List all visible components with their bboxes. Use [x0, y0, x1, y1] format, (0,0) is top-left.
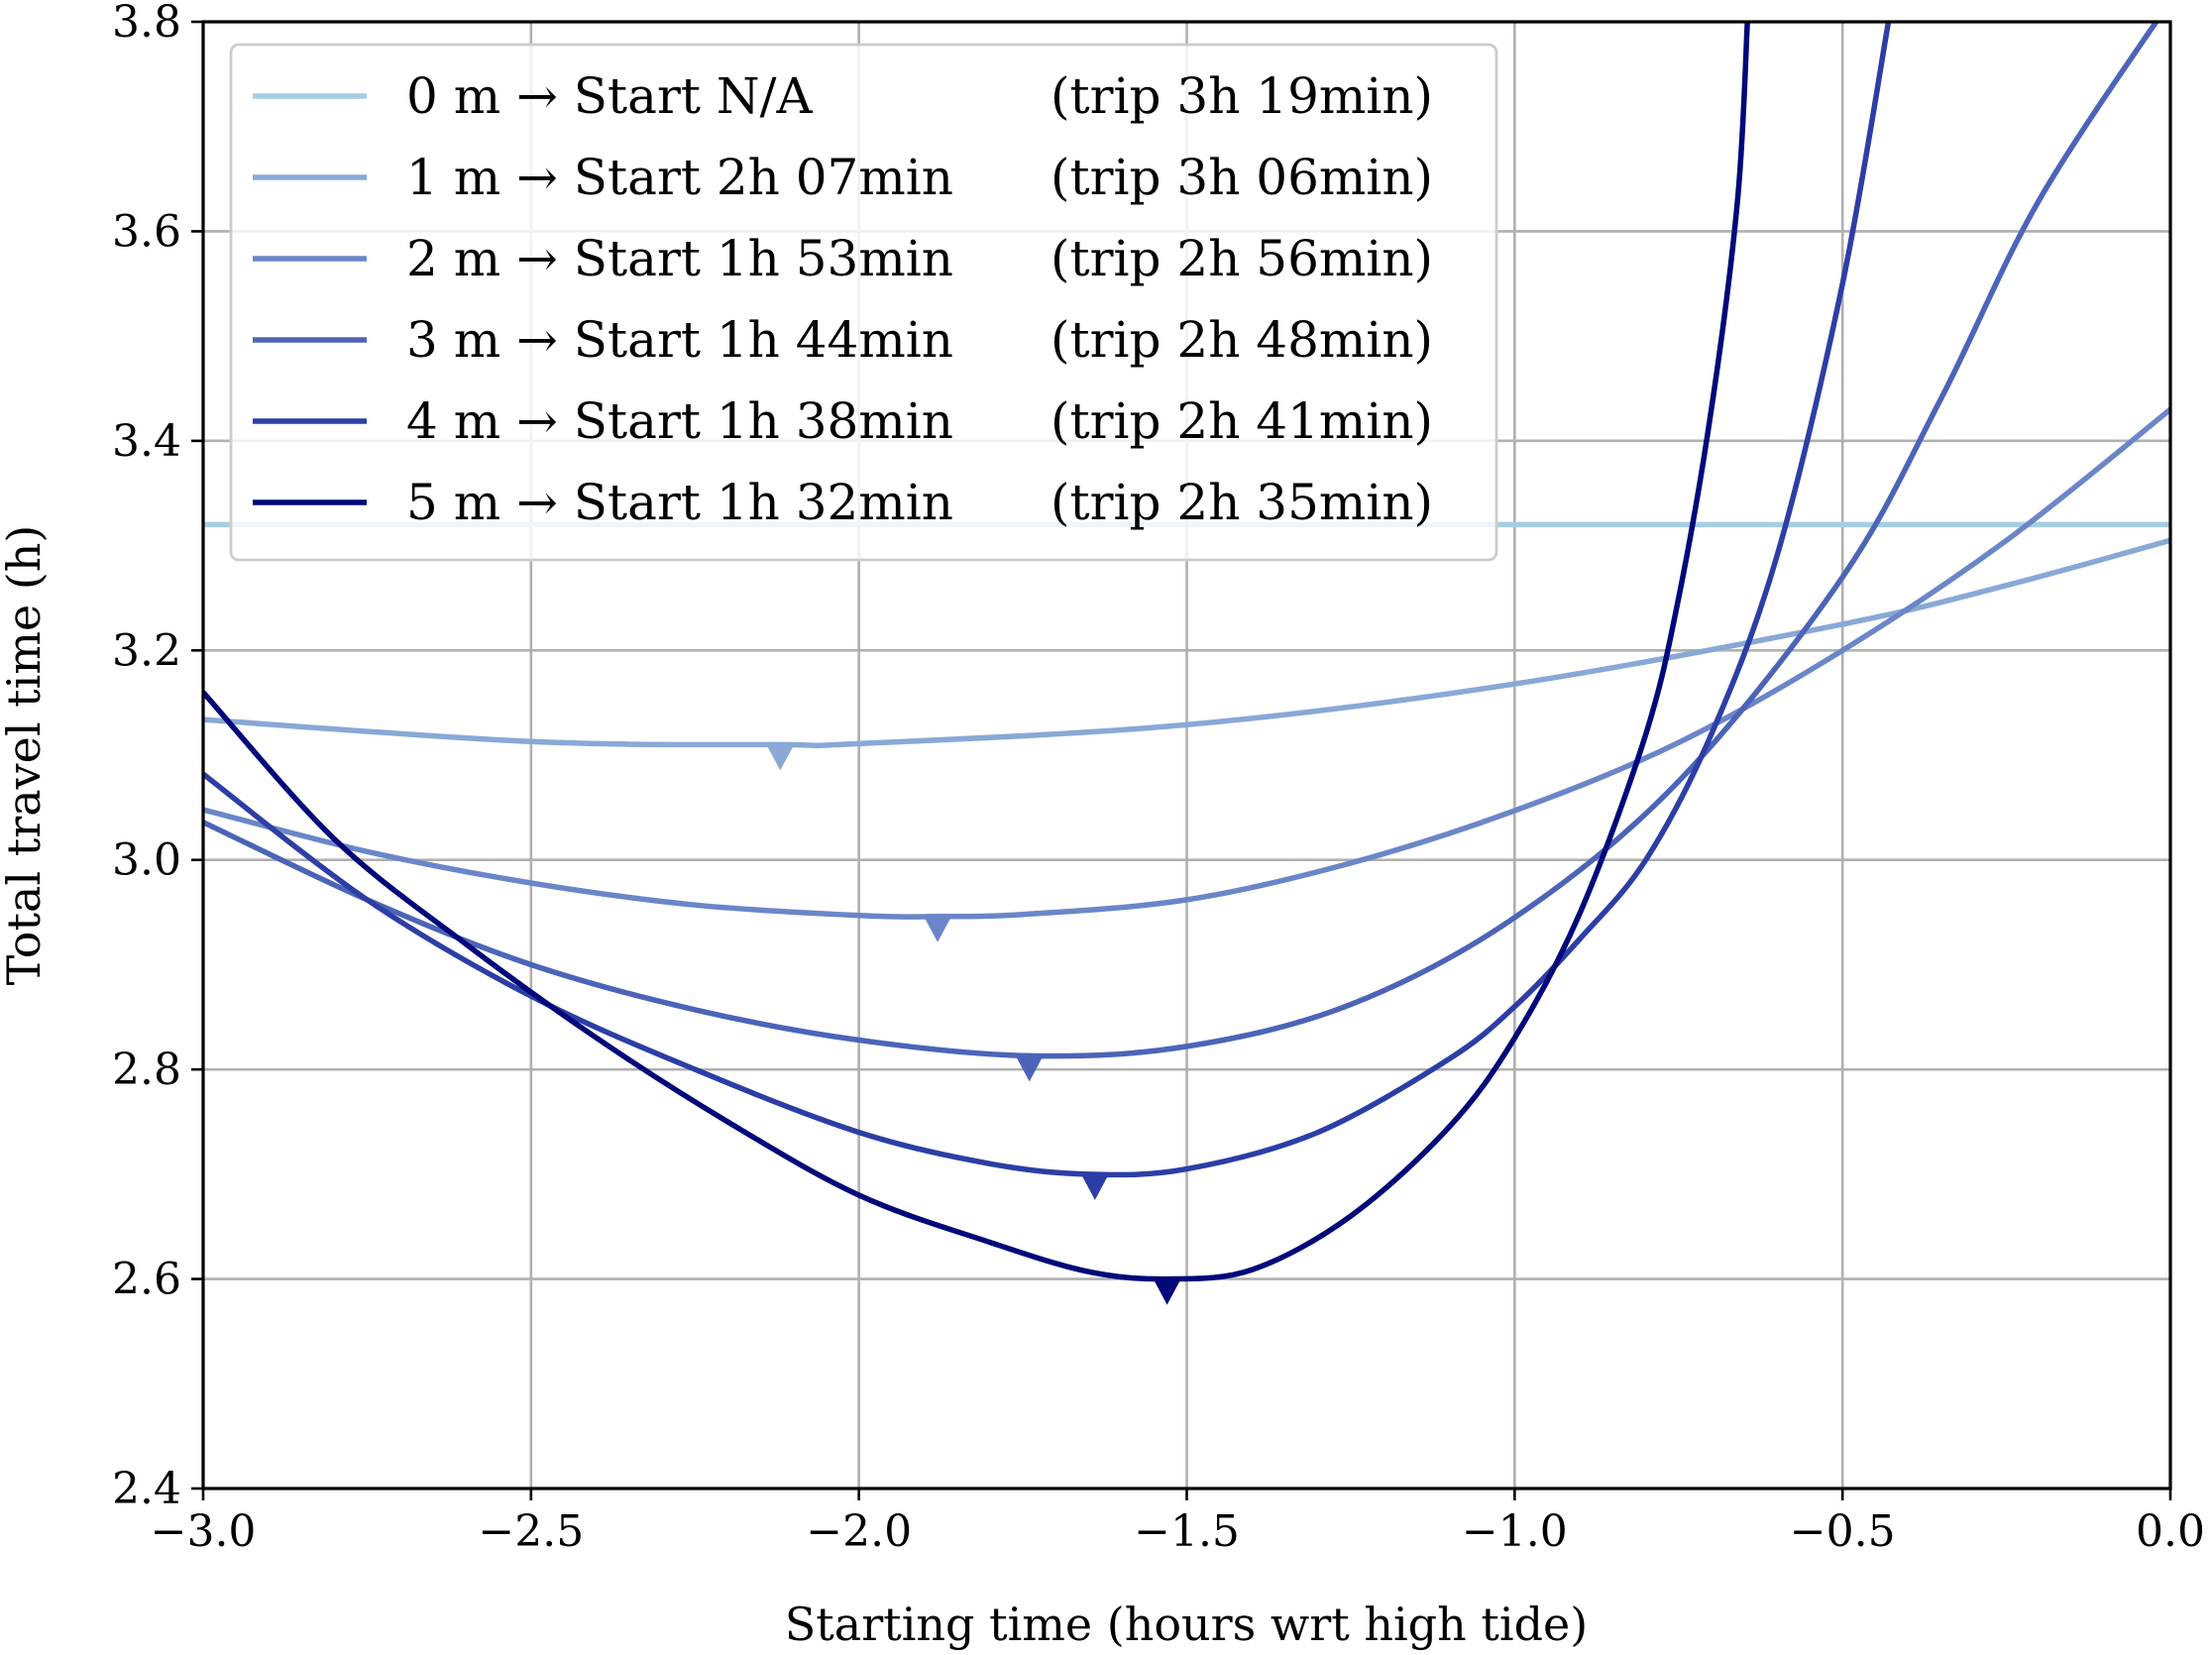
legend-entry-trip: (trip 2h 48min) — [1051, 311, 1433, 369]
legend-entry-trip: (trip 2h 41min) — [1051, 392, 1433, 450]
y-tick-label: 3.8 — [112, 0, 181, 48]
legend-entry-trip: (trip 3h 06min) — [1051, 149, 1433, 206]
x-axis-label: Starting time (hours wrt high tide) — [785, 1598, 1588, 1651]
series-line-3m — [203, 22, 2160, 1059]
y-tick-label: 3.4 — [112, 416, 181, 467]
legend-entry-trip: (trip 2h 56min) — [1051, 230, 1433, 287]
x-tick-label: −3.0 — [151, 1506, 257, 1557]
series-line-5m — [203, 22, 1750, 1282]
legend-entry-trip: (trip 3h 19min) — [1051, 67, 1433, 125]
legend-entry-label: 0 m → Start N/A — [406, 67, 813, 125]
minimum-marker-1m — [765, 742, 796, 771]
x-tick-label: −2.0 — [806, 1506, 912, 1557]
legend-box — [229, 43, 1498, 562]
y-tick-label: 2.6 — [112, 1255, 181, 1305]
x-tick-label: 0.0 — [2136, 1506, 2205, 1557]
axis-ticks: −3.0 −2.5 −2.0 −1.5 −1.0 −0.5 0.0 2.4 2.6 2.8 3.0 3… — [112, 0, 2205, 1557]
legend-entry-label: 3 m → Start 1h 44min — [406, 311, 953, 369]
legend-entry-trip: (trip 2h 35min) — [1051, 474, 1433, 531]
y-tick-label: 3.6 — [112, 206, 181, 257]
minimum-marker-4m — [1079, 1171, 1110, 1200]
series-line-4m — [203, 22, 1892, 1178]
series-line-1m — [203, 537, 2170, 749]
legend-entry-label: 1 m → Start 2h 07min — [406, 149, 953, 206]
x-tick-label: −1.5 — [1134, 1506, 1240, 1557]
minimum-markers — [765, 742, 1182, 1305]
legend-entry-label: 4 m → Start 1h 38min — [406, 392, 953, 450]
minimum-marker-3m — [1014, 1053, 1045, 1082]
legend-entry-label: 2 m → Start 1h 53min — [406, 230, 953, 287]
x-tick-label: −2.5 — [478, 1506, 584, 1557]
x-tick-label: −1.0 — [1462, 1506, 1568, 1557]
y-tick-label: 2.8 — [112, 1045, 181, 1095]
x-tick-label: −0.5 — [1790, 1506, 1896, 1557]
y-tick-label: 3.2 — [112, 625, 181, 676]
y-axis-label: Total travel time (h) — [0, 525, 51, 986]
minimum-marker-5m — [1152, 1276, 1182, 1305]
series-line-2m — [203, 406, 2170, 920]
legend-entry-label: 5 m → Start 1h 32min — [406, 474, 953, 531]
legend: 0 m → Start N/A (trip 3h 19min) 1 m → Star… — [229, 43, 1498, 562]
minimum-marker-2m — [923, 914, 953, 942]
y-tick-label: 2.4 — [112, 1464, 181, 1514]
y-tick-label: 3.0 — [112, 835, 181, 886]
